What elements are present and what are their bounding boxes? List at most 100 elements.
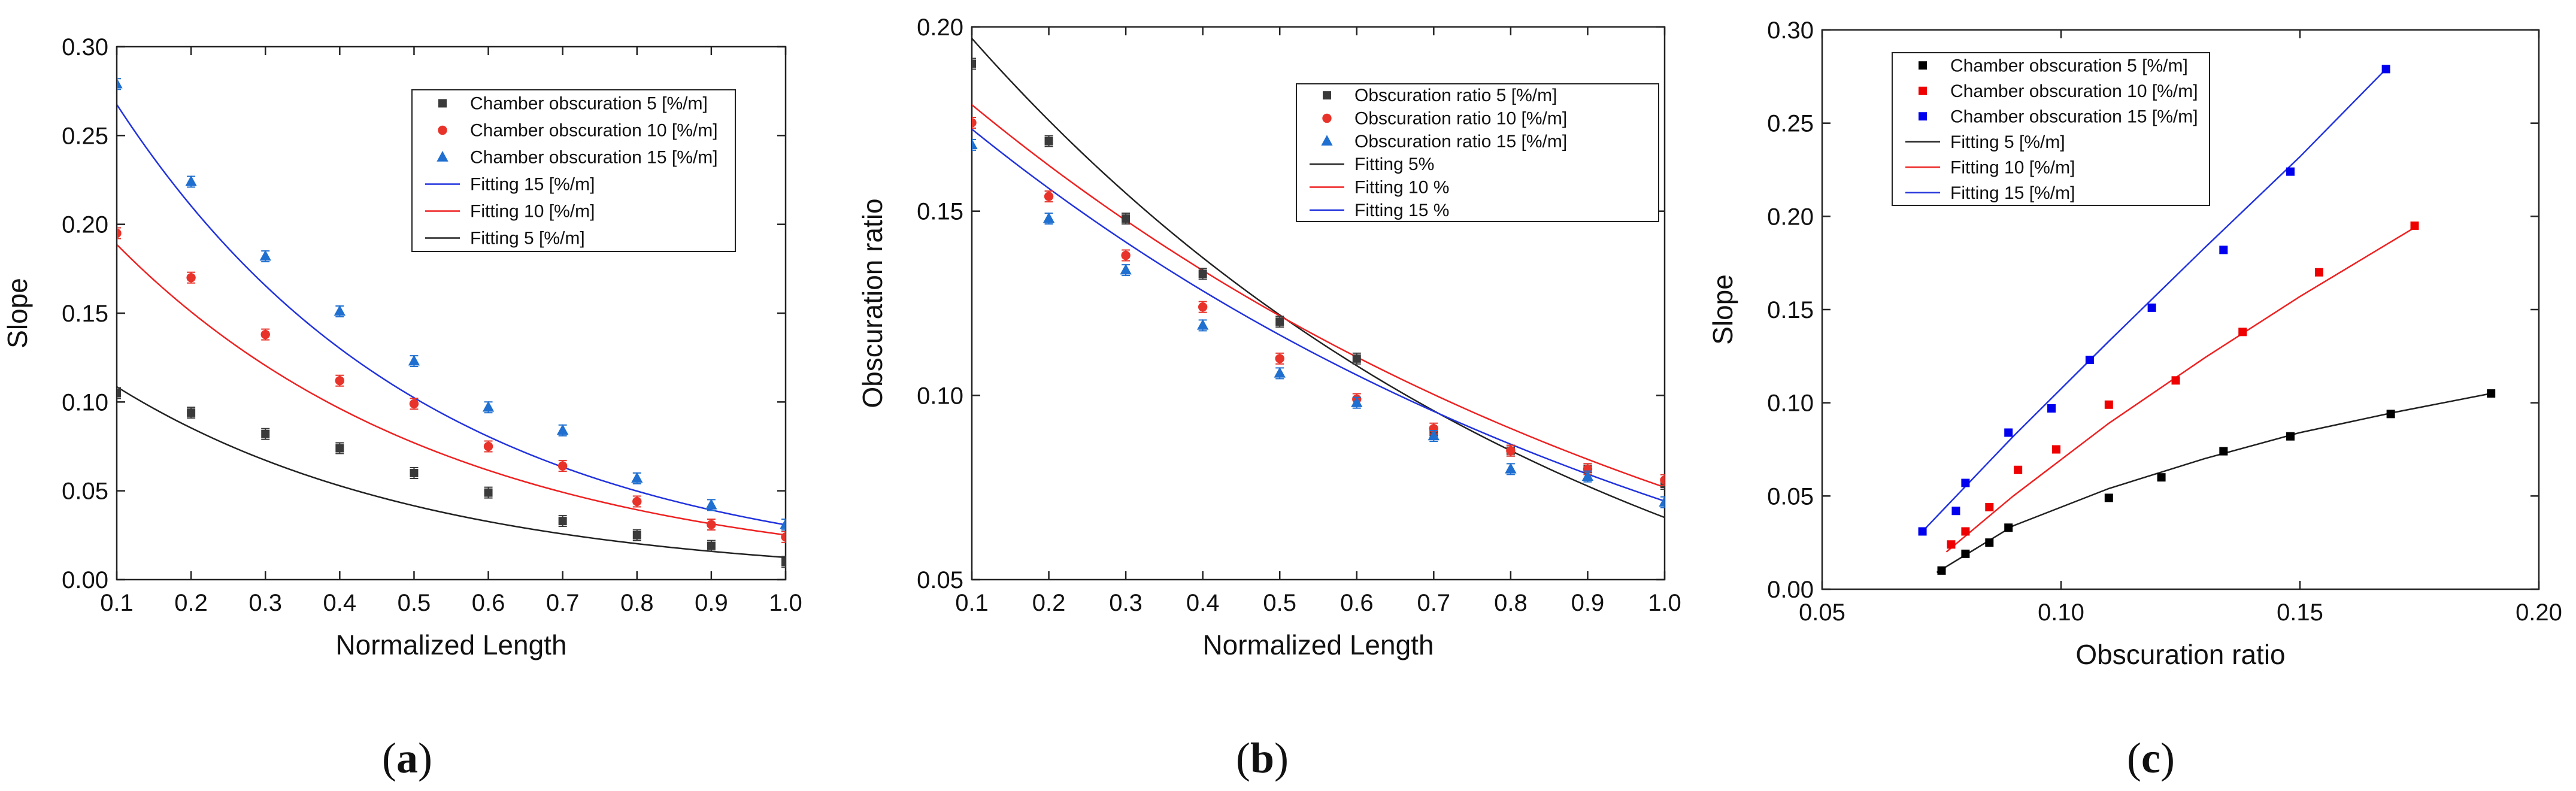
data-point — [1961, 478, 1970, 487]
data-point — [2286, 167, 2295, 176]
panel-label-paren-open: ( — [382, 734, 396, 782]
data-point — [117, 389, 121, 398]
legend-entry-label: Fitting 5 [%/m] — [1950, 132, 2065, 152]
data-point — [1918, 527, 1927, 536]
x-tick-label: 1.0 — [769, 590, 802, 616]
data-point — [2314, 268, 2323, 277]
data-point — [781, 557, 786, 566]
data-point — [1947, 540, 1956, 549]
data-point — [1428, 429, 1439, 441]
data-point — [558, 517, 567, 526]
fit-line — [117, 386, 786, 559]
legend-entry-label: Chamber obscuration 10 [%/m] — [1950, 81, 2198, 101]
legend-entry-label: Fitting 15 % — [1354, 201, 1449, 220]
plot-area — [972, 38, 1665, 519]
y-tick-label: 0.30 — [1767, 17, 1814, 44]
y-tick-label: 0.20 — [1767, 204, 1814, 230]
x-tick-label: 0.7 — [1417, 590, 1451, 616]
data-point — [2104, 493, 2113, 502]
data-point — [335, 444, 344, 453]
data-point — [1985, 538, 1994, 547]
plot-frame — [971, 26, 1666, 581]
data-point — [1961, 527, 1970, 536]
data-point — [707, 520, 716, 529]
data-point — [972, 118, 977, 128]
y-tick-label: 0.05 — [917, 567, 963, 593]
y-axis-title: Slope — [2, 278, 33, 348]
data-point — [186, 272, 196, 283]
fit-line — [1922, 68, 2387, 532]
x-tick-label: 0.05 — [1799, 599, 1845, 626]
data-point — [1274, 366, 1286, 378]
x-tick-label: 0.4 — [323, 590, 357, 616]
legend-entry-label: Fitting 5% — [1354, 154, 1434, 174]
data-point — [261, 429, 270, 438]
data-point — [2104, 400, 2113, 409]
data-point — [1352, 354, 1361, 363]
data-point — [557, 424, 569, 435]
data-point — [1275, 354, 1284, 363]
data-point — [1506, 445, 1516, 456]
panel-label-paren-close: ) — [1274, 734, 1289, 782]
legend-marker-swatch — [1323, 91, 1331, 100]
panel-label: (b) — [1236, 734, 1289, 782]
y-tick-label: 0.15 — [1767, 297, 1814, 323]
x-tick-label: 0.10 — [2038, 599, 2084, 626]
data-point — [2052, 445, 2061, 454]
data-point — [2157, 473, 2166, 482]
legend-entry-label: Fitting 10 % — [1354, 178, 1449, 198]
x-tick-label: 0.15 — [2277, 599, 2323, 626]
legend-entry-label: Obscuration ratio 5 [%/m] — [1354, 86, 1557, 105]
y-tick-label: 0.30 — [62, 34, 108, 60]
data-point — [2487, 389, 2496, 398]
data-point — [2004, 523, 2013, 532]
data-point — [2047, 404, 2056, 413]
x-tick-label: 0.20 — [2516, 599, 2562, 626]
y-tick-label: 0.15 — [62, 301, 108, 327]
panel-label-letter: b — [1250, 734, 1274, 782]
panel-label-paren-open: ( — [1236, 734, 1250, 782]
data-point — [1044, 137, 1053, 146]
y-tick-label: 0.10 — [62, 389, 108, 416]
fit-line — [972, 38, 1665, 519]
data-point — [2085, 356, 2094, 365]
legend-marker-swatch — [438, 125, 447, 135]
data-point — [632, 531, 641, 540]
data-point — [1198, 269, 1207, 278]
data-point — [780, 518, 786, 529]
data-point — [2238, 328, 2247, 337]
y-tick-label: 0.25 — [1767, 111, 1814, 137]
data-point — [631, 472, 643, 483]
fit-line — [117, 104, 786, 526]
data-point — [117, 228, 122, 238]
plot-area — [1918, 65, 2496, 575]
x-tick-label: 0.9 — [1571, 590, 1605, 616]
chart-panel-c: 0.05 0.10 0.15 0.200.000.050.100.150.200.25… — [1707, 17, 2562, 782]
data-point — [408, 354, 420, 366]
legend-marker-swatch — [1322, 113, 1332, 123]
legend-entry-label: Chamber obscuration 15 [%/m] — [1950, 107, 2198, 126]
y-tick-label: 0.05 — [1767, 483, 1814, 510]
legend-box — [1296, 83, 1659, 222]
fit-line — [1945, 226, 2416, 553]
legend-entry-label: Chamber obscuration 5 [%/m] — [470, 94, 708, 114]
data-point — [1937, 566, 1946, 575]
x-tick-label: 0.8 — [620, 590, 654, 616]
data-point — [2386, 410, 2395, 419]
chart-panel-b: 0.1 0.2 0.3 0.4 0.5 0.6 0.7 0.8 0.9 1.0 0.05 0.10 0.… — [857, 14, 1681, 782]
y-tick-label: 0.05 — [62, 478, 108, 505]
data-point — [632, 496, 642, 507]
y-tick-label: 0.00 — [62, 567, 108, 593]
data-point — [1581, 470, 1594, 481]
panel-label-paren-open: ( — [2127, 734, 2141, 782]
data-point — [334, 305, 346, 316]
data-point — [1197, 319, 1209, 330]
fit-line — [117, 244, 786, 536]
data-point — [557, 461, 568, 471]
y-axis-title: Obscuration ratio — [857, 198, 888, 408]
x-tick-label: 0.7 — [546, 590, 580, 616]
data-point — [484, 488, 493, 497]
legend-marker-swatch — [438, 99, 447, 108]
data-point — [1198, 302, 1208, 312]
